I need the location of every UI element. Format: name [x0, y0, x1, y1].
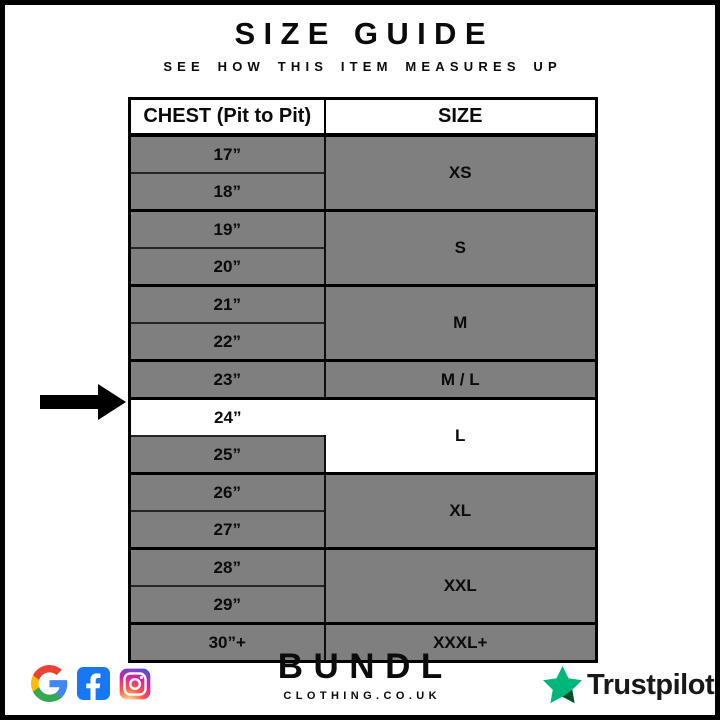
size-cell-highlighted: L: [324, 397, 597, 474]
table-header-row: CHEST (Pit to Pit) SIZE: [129, 98, 597, 137]
chest-cell: 30”+: [129, 622, 326, 662]
chest-cell: 21”: [129, 284, 326, 323]
table-row: 29”: [129, 585, 597, 624]
size-cell: S: [324, 209, 597, 286]
table-row: 17” XS: [129, 133, 597, 211]
column-header-chest: CHEST (Pit to Pit): [129, 98, 326, 137]
chest-cell: 29”: [129, 585, 326, 624]
social-icons: [31, 665, 151, 702]
trustpilot-logo: Trustpilot: [542, 666, 715, 704]
size-cell: XL: [324, 472, 597, 549]
chest-cell: 26”: [129, 472, 326, 511]
table-row: 23” M / L: [129, 359, 597, 399]
chest-cell: 27”: [129, 510, 326, 549]
chest-cell: 19”: [129, 209, 326, 248]
size-cell: M: [324, 284, 597, 361]
selection-arrow-icon: [40, 384, 126, 420]
table-row: 20”: [129, 247, 597, 286]
brand-name: BUNDL: [277, 647, 453, 686]
brand-tagline: CLOTHING.CO.UK: [283, 690, 441, 702]
brand-logo: BUNDL CLOTHING.CO.UK: [5, 649, 715, 702]
trustpilot-label: Trustpilot: [587, 668, 715, 701]
chest-cell: 23”: [129, 359, 326, 399]
table-row: 28” XXL: [129, 547, 597, 624]
chest-cell: 20”: [129, 247, 326, 286]
page-subtitle: SEE HOW THIS ITEM MEASURES UP: [163, 59, 562, 74]
instagram-icon: [119, 668, 151, 699]
size-table: CHEST (Pit to Pit) SIZE 17” XS 18” 19” S…: [128, 97, 598, 663]
chest-cell: 22”: [129, 322, 326, 361]
table-row: 21” M: [129, 284, 597, 361]
google-icon: [31, 665, 68, 702]
table-row: 27”: [129, 510, 597, 549]
page-title: SIZE GUIDE: [234, 16, 494, 51]
table-row: 18”: [129, 172, 597, 211]
size-cell: XXXL+: [324, 622, 597, 662]
chest-cell: 28”: [129, 547, 326, 586]
facebook-icon: [77, 667, 110, 700]
chest-cell: 25”: [129, 435, 326, 474]
size-cell: M / L: [324, 359, 597, 399]
size-cell: XS: [324, 133, 597, 211]
size-cell: XXL: [324, 547, 597, 624]
table-row: 19” S: [129, 209, 597, 286]
table-row-highlighted: 24” L: [129, 397, 597, 474]
chest-cell-highlighted: 24”: [129, 397, 325, 436]
chest-cell: 18”: [129, 172, 326, 211]
trustpilot-star-icon: [543, 666, 582, 704]
column-header-size: SIZE: [324, 98, 597, 137]
table-row: 30”+ XXXL+: [129, 622, 597, 662]
chest-cell: 17”: [129, 133, 326, 173]
table-row: 26” XL: [129, 472, 597, 549]
table-row: 22”: [129, 322, 597, 361]
table-row: 25”: [129, 435, 597, 474]
